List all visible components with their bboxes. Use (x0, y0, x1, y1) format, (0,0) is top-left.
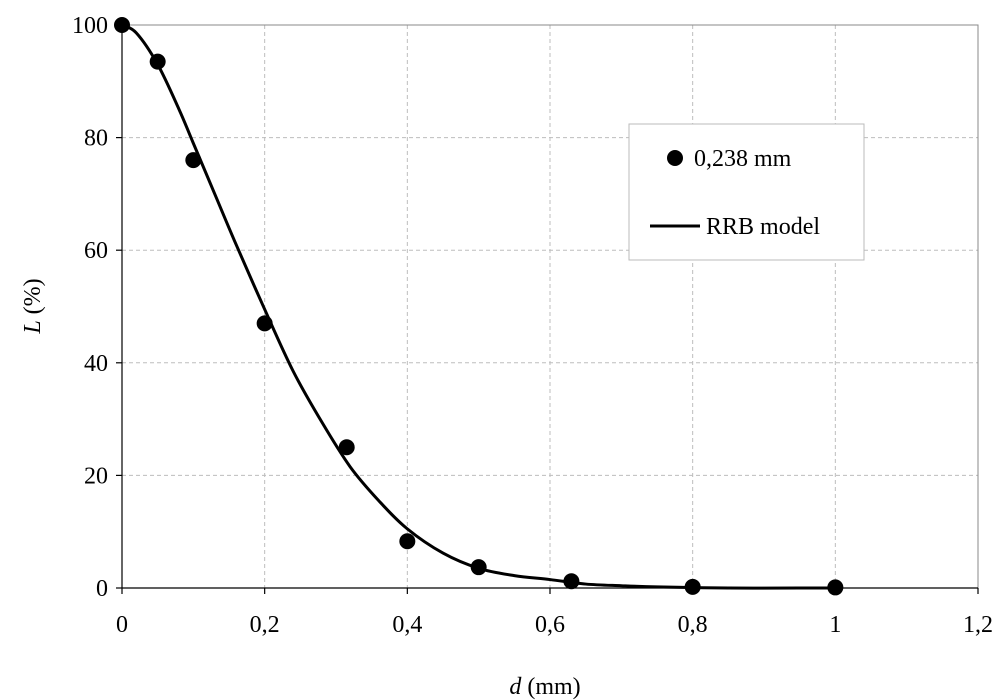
x-tick-label: 1,2 (963, 612, 993, 638)
data-point (114, 17, 130, 33)
series-rrb-model (121, 23, 836, 590)
data-point (149, 53, 166, 70)
data-point (827, 579, 844, 596)
data-point (470, 559, 487, 576)
x-axis-unit: (mm) (521, 674, 580, 700)
grid (122, 24, 979, 588)
x-tick-label: 0,2 (250, 612, 280, 638)
data-point (185, 152, 202, 169)
rrb-model-curve (121, 23, 836, 590)
y-tick-label: 80 (84, 126, 108, 152)
y-axis-unit: (%) (20, 278, 46, 320)
x-tick-label: 0,8 (678, 612, 708, 638)
x-tick-label: 0 (116, 612, 128, 638)
x-tick-label: 0,4 (392, 612, 422, 638)
tick-labels: 0 0,2 0,4 0,6 0,8 1 1,2 0 20 40 60 80 100 (72, 13, 993, 638)
data-point (338, 439, 355, 456)
legend-label-0238mm: 0,238 mm (694, 146, 792, 172)
legend-label-rrb-model: RRB model (706, 214, 820, 240)
data-point (684, 578, 701, 595)
x-axis-label: d (mm) (509, 674, 580, 700)
series-0238mm (114, 17, 844, 596)
x-tick-label: 0,6 (535, 612, 565, 638)
axes (116, 24, 979, 594)
y-tick-label: 20 (84, 463, 108, 489)
y-axis-label: L (%) (20, 278, 46, 334)
y-tick-label: 60 (84, 238, 108, 264)
x-axis-symbol: d (509, 674, 522, 700)
y-tick-label: 40 (84, 351, 108, 377)
legend-marker-0238mm (667, 150, 683, 166)
legend: 0,238 mm RRB model (628, 123, 865, 261)
y-axis-symbol: L (20, 320, 46, 334)
data-point (563, 573, 580, 590)
y-tick-label: 0 (96, 576, 108, 602)
y-tick-label: 100 (72, 13, 108, 39)
x-tick-label: 1 (829, 612, 841, 638)
data-point (399, 533, 416, 550)
data-point (256, 315, 273, 332)
legend-box (628, 123, 865, 261)
